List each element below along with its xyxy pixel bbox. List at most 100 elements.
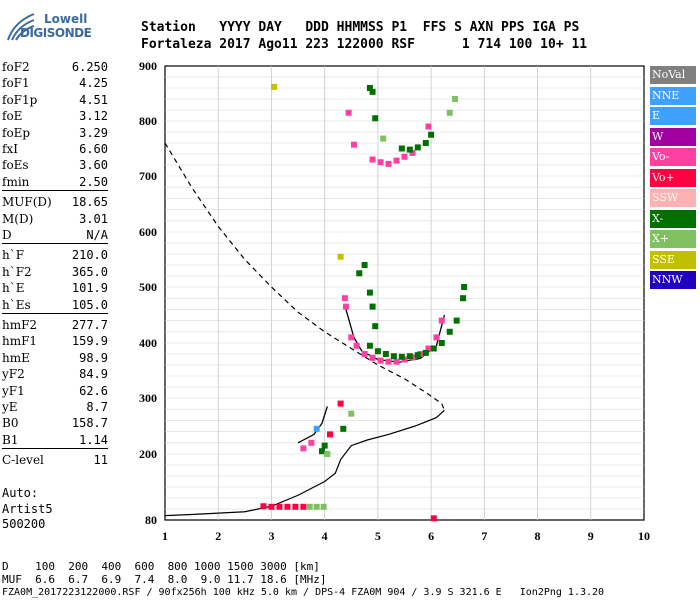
param-key: foE <box>2 109 23 124</box>
digisonde-logo: Lowell DIGISONDE <box>4 4 114 46</box>
echo-point <box>306 503 313 510</box>
param-key: foF2 <box>2 60 30 74</box>
legend-item: X+ <box>650 230 696 248</box>
param-key: B1 <box>2 432 19 447</box>
x-tick-label: 5 <box>375 529 381 543</box>
param-value: 277.7 <box>71 318 108 332</box>
legend-item: Vo+ <box>650 168 696 187</box>
param-value: 6.250 <box>71 60 108 74</box>
param-key: yF2 <box>2 367 25 382</box>
param-key: h`E <box>2 281 25 296</box>
param-row: C-level 11 <box>2 453 108 468</box>
echo-point <box>460 295 467 302</box>
param-row: hmF1 159.9 <box>2 334 108 349</box>
y-tick-label: 900 <box>139 59 157 73</box>
echo-point <box>260 503 267 510</box>
footer-file-info: FZA0M_2017223122000.RSF / 90fx256h 100 k… <box>2 587 605 598</box>
x-tick-label: 2 <box>215 529 221 543</box>
echo-point <box>390 353 397 360</box>
echo-point <box>425 123 432 130</box>
echo-point <box>324 451 331 457</box>
echo-point <box>414 352 421 359</box>
x-tick-label: 7 <box>481 529 487 543</box>
legend-item: SSW <box>650 189 696 207</box>
echo-point <box>377 159 384 166</box>
auto-code: 500200 <box>2 517 46 531</box>
echo-point <box>356 270 363 277</box>
echo-point <box>393 358 400 365</box>
echo-point <box>337 400 344 407</box>
echo-point <box>271 83 278 90</box>
param-key: M(D) <box>2 211 34 226</box>
echo-point <box>292 503 299 510</box>
y-tick-label: 200 <box>139 447 157 461</box>
param-key: h`F <box>2 248 25 263</box>
echo-point <box>406 146 413 153</box>
legend-item: X- <box>650 209 696 228</box>
echo-point <box>425 345 432 352</box>
param-value: 98.9 <box>79 350 108 365</box>
param-row: D N/A <box>2 228 108 243</box>
header-values: Fortaleza 2017 Ago11 223 122000 RSF 1 71… <box>141 37 588 52</box>
echo-point <box>401 153 408 160</box>
echo-point <box>380 135 387 142</box>
param-row: hmF2 277.7 <box>2 318 108 333</box>
echo-point <box>268 503 275 510</box>
param-row: h`Es 105.0 <box>2 298 108 313</box>
echo-point <box>382 351 389 357</box>
param-value: 8.7 <box>86 400 108 414</box>
echo-point <box>366 85 373 91</box>
echo-point <box>320 503 327 510</box>
echo-point <box>393 157 400 164</box>
param-row: yF2 84.9 <box>2 367 108 382</box>
footer-muf: MUF 6.6 6.7 6.9 7.4 8.0 9.0 11.7 18.6 [M… <box>2 573 327 586</box>
echo-point <box>366 342 373 349</box>
echo-point <box>308 439 315 446</box>
x-tick-label: 9 <box>588 529 594 543</box>
echo-point <box>398 353 405 360</box>
param-key: fxI <box>2 142 18 156</box>
x-tick-label: 4 <box>322 529 328 543</box>
plot-frame <box>164 65 645 521</box>
param-value: 62.6 <box>79 383 108 398</box>
echo-point <box>428 131 435 138</box>
echo-point <box>369 303 376 310</box>
param-key: h`F2 <box>2 264 32 279</box>
echo-point <box>361 351 368 357</box>
echo-point <box>446 109 453 116</box>
param-row: h`F2 365.0 <box>2 265 108 280</box>
echo-point <box>372 323 379 330</box>
param-key: B0 <box>2 416 19 431</box>
echo-point <box>374 348 381 355</box>
param-key: hmF2 <box>2 318 38 332</box>
param-row: foF2 6.250 <box>2 60 108 75</box>
param-value: 3.01 <box>79 211 108 226</box>
param-value: 11 <box>93 453 108 468</box>
echo-point <box>313 425 320 432</box>
echo-point <box>345 109 352 116</box>
logo-arcs-icon <box>7 13 35 41</box>
echo-point <box>438 340 445 346</box>
param-key: MUF(D) <box>2 195 52 210</box>
echo-point <box>430 345 437 352</box>
param-key: C-level <box>2 453 44 468</box>
echo-point <box>414 144 421 151</box>
param-row: B1 1.14 <box>2 433 108 448</box>
param-key: fmin <box>2 174 30 189</box>
echo-point <box>340 425 347 432</box>
legend-item: SSE <box>650 250 696 269</box>
logo-lowell: Lowell <box>44 12 88 26</box>
param-row: foEs 3.60 <box>2 158 108 173</box>
param-key: foEp <box>2 125 31 140</box>
echo-point <box>366 289 373 296</box>
auto-artist: Artist5 <box>2 502 53 516</box>
param-row: h`E 101.9 <box>2 281 108 296</box>
echo-point <box>377 357 384 364</box>
param-row: hmE 98.9 <box>2 351 108 366</box>
echo-point <box>438 317 445 324</box>
echo-point <box>453 317 460 324</box>
legend-item: NNW <box>650 271 696 289</box>
param-key: foEs <box>2 158 29 173</box>
param-value: N/A <box>86 228 108 242</box>
x-tick-label: 1 <box>162 529 168 543</box>
